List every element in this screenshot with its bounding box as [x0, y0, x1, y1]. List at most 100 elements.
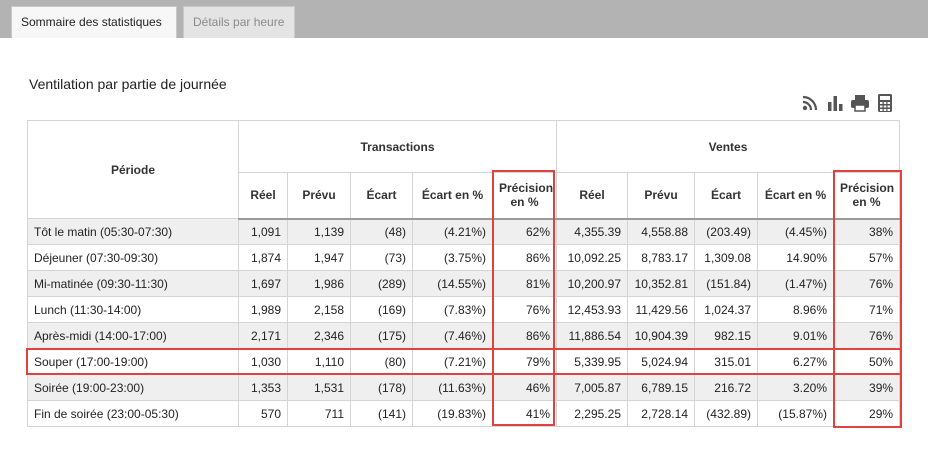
cell-t-ecart-pct: (4.21%): [412, 218, 493, 245]
cell-v-precision: 76%: [832, 270, 901, 297]
tab-bar: Sommaire des statistiques Détails par he…: [0, 0, 928, 38]
print-icon[interactable]: [850, 93, 870, 113]
cell-v-ecart: 315.01: [694, 348, 758, 375]
cell-t-reel: 2,171: [238, 322, 288, 349]
cell-v-reel: 10,200.97: [556, 270, 628, 297]
cell-v-ecart-pct: (4.45%): [757, 218, 834, 245]
toolbar: [800, 93, 900, 113]
cell-v-ecart: 216.72: [694, 374, 758, 401]
cell-period: Lunch (11:30-14:00): [27, 296, 239, 323]
cell-v-ecart: 1,309.08: [694, 244, 758, 271]
cell-v-ecart-pct: 3.20%: [757, 374, 834, 401]
group-ventes: Ventes: [555, 120, 901, 173]
cell-v-ecart-pct: 6.27%: [757, 348, 834, 375]
cell-v-precision: 50%: [832, 348, 901, 375]
col-t-prevu[interactable]: Prévu: [287, 172, 351, 220]
cell-t-precision: 76%: [492, 296, 557, 323]
cell-t-prevu: 2,158: [287, 296, 351, 323]
cell-t-prevu: 1,110: [287, 348, 351, 375]
cell-v-precision: 29%: [832, 400, 901, 427]
cell-t-ecart-pct: (7.21%): [412, 348, 493, 375]
cell-v-precision: 38%: [832, 218, 901, 245]
cell-period: Après-midi (14:00-17:00): [27, 322, 239, 349]
cell-v-reel: 10,092.25: [556, 244, 628, 271]
col-v-precision[interactable]: Précision en %: [832, 172, 901, 220]
col-v-reel[interactable]: Réel: [556, 172, 628, 220]
cell-t-reel: 570: [238, 400, 288, 427]
cell-v-ecart-pct: 14.90%: [757, 244, 834, 271]
col-t-precision[interactable]: Précision en %: [492, 172, 557, 220]
table-row: Tôt le matin (05:30-07:30) 1,091 1,139 (…: [27, 218, 901, 245]
cell-t-prevu: 1,531: [287, 374, 351, 401]
cell-t-ecart-pct: (19.83%): [412, 400, 493, 427]
cell-t-reel: 1,874: [238, 244, 288, 271]
cell-v-prevu: 2,728.14: [627, 400, 695, 427]
col-v-ecart[interactable]: Écart: [694, 172, 758, 220]
cell-v-ecart: (203.49): [694, 218, 758, 245]
table-row: Souper (17:00-19:00) 1,030 1,110 (80) (7…: [27, 348, 901, 375]
bar-chart-icon[interactable]: [825, 93, 845, 113]
cell-v-ecart-pct: (1.47%): [757, 270, 834, 297]
col-v-ecart-pct[interactable]: Écart en %: [757, 172, 834, 220]
col-t-ecart[interactable]: Écart: [350, 172, 413, 220]
cell-t-prevu: 1,986: [287, 270, 351, 297]
cell-t-reel: 1,091: [238, 218, 288, 245]
cell-t-precision: 62%: [492, 218, 557, 245]
group-transactions: Transactions: [238, 120, 557, 173]
cell-t-ecart: (73): [350, 244, 413, 271]
cell-t-ecart: (178): [350, 374, 413, 401]
cell-v-ecart: (151.84): [694, 270, 758, 297]
cell-t-ecart-pct: (11.63%): [412, 374, 493, 401]
cell-v-prevu: 6,789.15: [627, 374, 695, 401]
cell-v-prevu: 10,352.81: [627, 270, 695, 297]
cell-t-ecart: (141): [350, 400, 413, 427]
cell-v-reel: 7,005.87: [556, 374, 628, 401]
cell-period: Mi-matinée (09:30-11:30): [27, 270, 239, 297]
cell-v-reel: 12,453.93: [556, 296, 628, 323]
col-t-reel[interactable]: Réel: [238, 172, 288, 220]
cell-v-prevu: 11,429.56: [627, 296, 695, 323]
cell-t-ecart: (289): [350, 270, 413, 297]
cell-t-precision: 79%: [492, 348, 557, 375]
tab-sommaire-statistiques[interactable]: Sommaire des statistiques: [11, 6, 177, 38]
tab-details-par-heure[interactable]: Détails par heure: [183, 6, 295, 38]
cell-v-ecart: 1,024.37: [694, 296, 758, 323]
cell-period: Souper (17:00-19:00): [27, 348, 239, 375]
cell-t-ecart-pct: (7.46%): [412, 322, 493, 349]
cell-t-ecart-pct: (3.75%): [412, 244, 493, 271]
cell-period: Déjeuner (07:30-09:30): [27, 244, 239, 271]
cell-v-reel: 11,886.54: [556, 322, 628, 349]
cell-t-precision: 41%: [492, 400, 557, 427]
cell-v-precision: 71%: [832, 296, 901, 323]
table-row: Déjeuner (07:30-09:30) 1,874 1,947 (73) …: [27, 244, 901, 271]
cell-period: Soirée (19:00-23:00): [27, 374, 239, 401]
cell-v-precision: 76%: [832, 322, 901, 349]
cell-t-prevu: 1,947: [287, 244, 351, 271]
cell-t-prevu: 2,346: [287, 322, 351, 349]
cell-t-ecart: (80): [350, 348, 413, 375]
cell-v-reel: 2,295.25: [556, 400, 628, 427]
cell-v-prevu: 4,558.88: [627, 218, 695, 245]
table-row: Fin de soirée (23:00-05:30) 570 711 (141…: [27, 400, 901, 427]
cell-t-precision: 86%: [492, 244, 557, 271]
cell-t-reel: 1,989: [238, 296, 288, 323]
cell-t-reel: 1,697: [238, 270, 288, 297]
section-title: Ventilation par partie de journée: [29, 76, 227, 92]
cell-t-reel: 1,353: [238, 374, 288, 401]
cell-t-ecart: (169): [350, 296, 413, 323]
cell-v-ecart-pct: 9.01%: [757, 322, 834, 349]
col-t-ecart-pct[interactable]: Écart en %: [412, 172, 493, 220]
cell-v-ecart: 982.15: [694, 322, 758, 349]
table-row: Soirée (19:00-23:00) 1,353 1,531 (178) (…: [27, 374, 901, 401]
col-periode[interactable]: Période: [27, 120, 239, 219]
precision-line1: Précision: [499, 181, 554, 196]
cell-v-precision: 39%: [832, 374, 901, 401]
cell-t-reel: 1,030: [238, 348, 288, 375]
cell-t-prevu: 711: [287, 400, 351, 427]
col-v-prevu[interactable]: Prévu: [627, 172, 695, 220]
calculator-icon[interactable]: [875, 93, 895, 113]
cell-v-prevu: 8,783.17: [627, 244, 695, 271]
rss-icon[interactable]: [800, 93, 820, 113]
cell-v-ecart-pct: 8.96%: [757, 296, 834, 323]
cell-v-reel: 4,355.39: [556, 218, 628, 245]
